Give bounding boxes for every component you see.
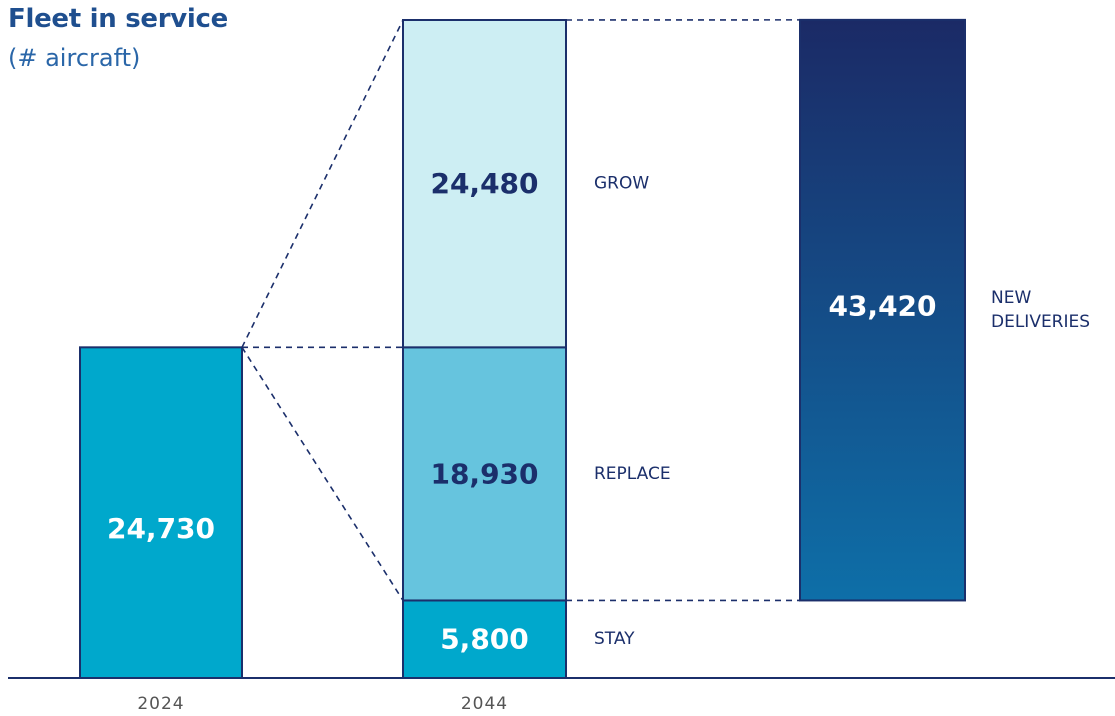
bar-new-deliveries [799, 18, 966, 602]
bar-2044-grow-segment [402, 19, 567, 349]
new-deliveries-label-line-1: NEW [991, 288, 1031, 308]
bar-2024 [79, 346, 243, 679]
x-tick-label-2024: 2024 [137, 694, 184, 714]
bar-2044-grow-value-label: 24,480 [430, 167, 538, 200]
bar-2044-stay-value-label: 5,800 [440, 623, 529, 656]
chart-title: Fleet in service [8, 4, 228, 34]
segment-label-replace: REPLACE [594, 464, 671, 484]
new-deliveries-label-line-2: DELIVERIES [991, 312, 1090, 332]
x-tick-label-2044: 2044 [461, 694, 508, 714]
chart-subtitle: (# aircraft) [8, 44, 141, 72]
connector-line-top [241, 19, 404, 348]
segment-label-stay: STAY [594, 629, 635, 649]
bar-2044-replace-value-label: 18,930 [430, 457, 538, 490]
new-deliveries-value-label: 43,420 [828, 290, 936, 323]
connector-line-bottom [241, 346, 404, 601]
bar-2044-replace-segment [402, 346, 567, 602]
segment-label-grow: GROW [594, 174, 649, 194]
bar-2024-value-label: 24,730 [107, 512, 215, 545]
